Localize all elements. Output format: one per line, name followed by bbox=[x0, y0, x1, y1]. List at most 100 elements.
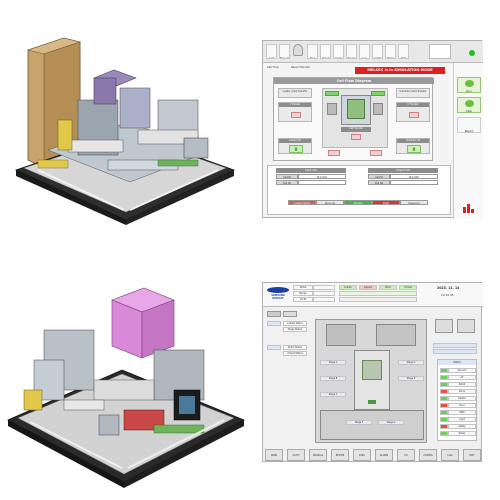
header-lot-id: Lot ID bbox=[293, 297, 313, 302]
output-cell-no-label: Cell No bbox=[368, 180, 390, 185]
report-button[interactable]: Report bbox=[457, 117, 481, 133]
nav-data-button[interactable]: DATA bbox=[353, 449, 371, 461]
stage-label-d[interactable]: Stage D bbox=[398, 360, 424, 365]
toolbar-button-8[interactable]: Config bbox=[372, 44, 383, 59]
hmi-main-screen: SAMSUNG DISPLAY Model Recipe Lot ID Load… bbox=[262, 282, 483, 462]
hmi1-side-panel: Run Stop Report bbox=[453, 63, 483, 219]
stop-button[interactable]: Stop bbox=[457, 97, 481, 113]
unloader-counter: 0 bbox=[407, 145, 421, 153]
status-loader-mode: Loader Mode bbox=[288, 200, 316, 205]
toolbar-button-4[interactable]: Reset bbox=[320, 44, 331, 59]
status-item-7: EMO bbox=[448, 410, 476, 415]
toolbar-button-9[interactable]: Home bbox=[385, 44, 396, 59]
status-normal: Normal bbox=[344, 200, 372, 205]
stage-label-g[interactable]: Stage G bbox=[378, 420, 404, 425]
status-led bbox=[469, 50, 475, 56]
status-bond: Bond bbox=[379, 285, 397, 290]
breadcrumb: Cell Flow bbox=[267, 66, 279, 69]
stage-label-e[interactable]: Stage E bbox=[398, 376, 424, 381]
toolbar-button-10[interactable]: Help bbox=[398, 44, 409, 59]
status-item-8: Light bbox=[448, 417, 476, 422]
status-row-2 bbox=[339, 291, 417, 296]
right-top-button-2[interactable] bbox=[457, 319, 475, 333]
stage-label-f[interactable]: Stage F bbox=[346, 420, 372, 425]
status-panel-title: Status bbox=[438, 360, 476, 365]
header-value-3 bbox=[313, 297, 335, 302]
status-led-4 bbox=[440, 389, 448, 394]
page-title: Cell Flow Diagram bbox=[274, 78, 434, 84]
machine-render-bottom bbox=[7, 287, 245, 488]
system-clock-box bbox=[429, 44, 451, 59]
station-right-transfer[interactable]: R Transfer bbox=[396, 102, 430, 122]
nav-recipe-button[interactable]: RECIPE bbox=[331, 449, 349, 461]
input-cell-header: Input Cell bbox=[276, 168, 346, 173]
brand-logo: SAMSUNG DISPLAY bbox=[267, 287, 289, 301]
status-led-6 bbox=[440, 403, 448, 408]
status-item-3: Robot bbox=[448, 382, 476, 387]
output-cell-id-label: Cell ID bbox=[368, 174, 390, 179]
left-item-4[interactable]: Unload Status bbox=[283, 351, 307, 356]
status-fault: Fault bbox=[372, 200, 400, 205]
right-info-1 bbox=[433, 343, 477, 348]
status-item-6: Door bbox=[448, 403, 476, 408]
tab-1[interactable] bbox=[267, 311, 281, 317]
input-cell-no-label: Cell No bbox=[276, 180, 298, 185]
station-loader[interactable]: Loader (Cell) Transfer bbox=[278, 88, 312, 98]
status-led-9 bbox=[440, 424, 448, 429]
nav-log-button[interactable]: LOG bbox=[441, 449, 459, 461]
nav-manual-button[interactable]: MANUAL bbox=[309, 449, 327, 461]
input-cell-no-value bbox=[298, 180, 346, 185]
status-led-2 bbox=[440, 375, 448, 380]
status-item-10: Power bbox=[448, 431, 476, 436]
status-running: Running bbox=[316, 200, 344, 205]
station-loader-lift[interactable]: Loader Lift 0 bbox=[278, 138, 312, 154]
gear-icon bbox=[465, 100, 474, 107]
right-info-2 bbox=[433, 349, 477, 354]
input-cell-id-value: PLC-001 bbox=[298, 174, 346, 179]
simulation-mode-banner: MELSEC is in SIMULATION MODE bbox=[355, 67, 445, 74]
toolbar-button-7[interactable]: Log bbox=[359, 44, 370, 59]
status-panel: Status Vacuum Air Robot Servo Heater Doo… bbox=[437, 359, 477, 441]
status-row-3 bbox=[339, 297, 417, 302]
status-led-8 bbox=[440, 417, 448, 422]
status-item-9: Safety bbox=[448, 424, 476, 429]
center-schematic: Cell Transfer bbox=[322, 88, 388, 148]
input-cell-id-label: Cell ID bbox=[276, 174, 298, 179]
left-item-2[interactable]: Stage Status bbox=[283, 327, 307, 332]
left-item-3[interactable]: Robot Status bbox=[283, 345, 307, 350]
status-led-3 bbox=[440, 382, 448, 387]
status-led-1 bbox=[440, 368, 448, 373]
right-top-button-1[interactable] bbox=[435, 319, 453, 333]
status-item-1: Vacuum bbox=[448, 368, 476, 373]
toolbar-button-2[interactable]: Manual bbox=[279, 44, 290, 59]
station-unloader[interactable]: Unloader (Cell) Transfer bbox=[396, 88, 430, 98]
left-item-1[interactable]: Loader Status bbox=[283, 321, 307, 326]
cell-info-panel: Input Cell Output Cell Cell ID PLC-001 C… bbox=[267, 165, 451, 215]
nav-exit-button[interactable]: EXIT bbox=[463, 449, 481, 461]
left-item-1-label bbox=[267, 321, 281, 326]
toolbar-button-5[interactable]: Alarm bbox=[333, 44, 344, 59]
tab-report-monitor[interactable]: Report Monitor bbox=[291, 66, 311, 69]
tab-2[interactable] bbox=[283, 311, 297, 317]
nav-alarm-button[interactable]: ALARM bbox=[375, 449, 393, 461]
nav-config-button[interactable]: CONFIG bbox=[419, 449, 437, 461]
header-value-2 bbox=[313, 291, 335, 296]
station-left-transfer[interactable]: L Transfer bbox=[278, 102, 312, 122]
status-led-7 bbox=[440, 410, 448, 415]
stage-label-a[interactable]: Stage A bbox=[320, 360, 346, 365]
machine-top-view: Stage A Stage B Stage C Stage D Stage E … bbox=[315, 319, 427, 443]
toolbar-button-3[interactable]: Stop bbox=[307, 44, 318, 59]
chart-icon[interactable] bbox=[463, 203, 475, 213]
station-unloader-lift[interactable]: Unloader Lift 0 bbox=[396, 138, 430, 154]
status-item-5: Heater bbox=[448, 396, 476, 401]
stage-label-c[interactable]: Stage C bbox=[320, 392, 346, 397]
nav-main-button[interactable]: MAIN bbox=[265, 449, 283, 461]
run-button[interactable]: Run bbox=[457, 77, 481, 93]
nav-auto-button[interactable]: AUTO bbox=[287, 449, 305, 461]
nav-io-button[interactable]: I/O bbox=[397, 449, 415, 461]
status-loader: Loader bbox=[339, 285, 357, 290]
toolbar-button-1[interactable]: Auto bbox=[266, 44, 277, 59]
header-date: 2023. 11. 14 bbox=[437, 286, 460, 290]
stage-label-b[interactable]: Stage B bbox=[320, 376, 346, 381]
toolbar-button-6[interactable]: Recipe bbox=[346, 44, 357, 59]
